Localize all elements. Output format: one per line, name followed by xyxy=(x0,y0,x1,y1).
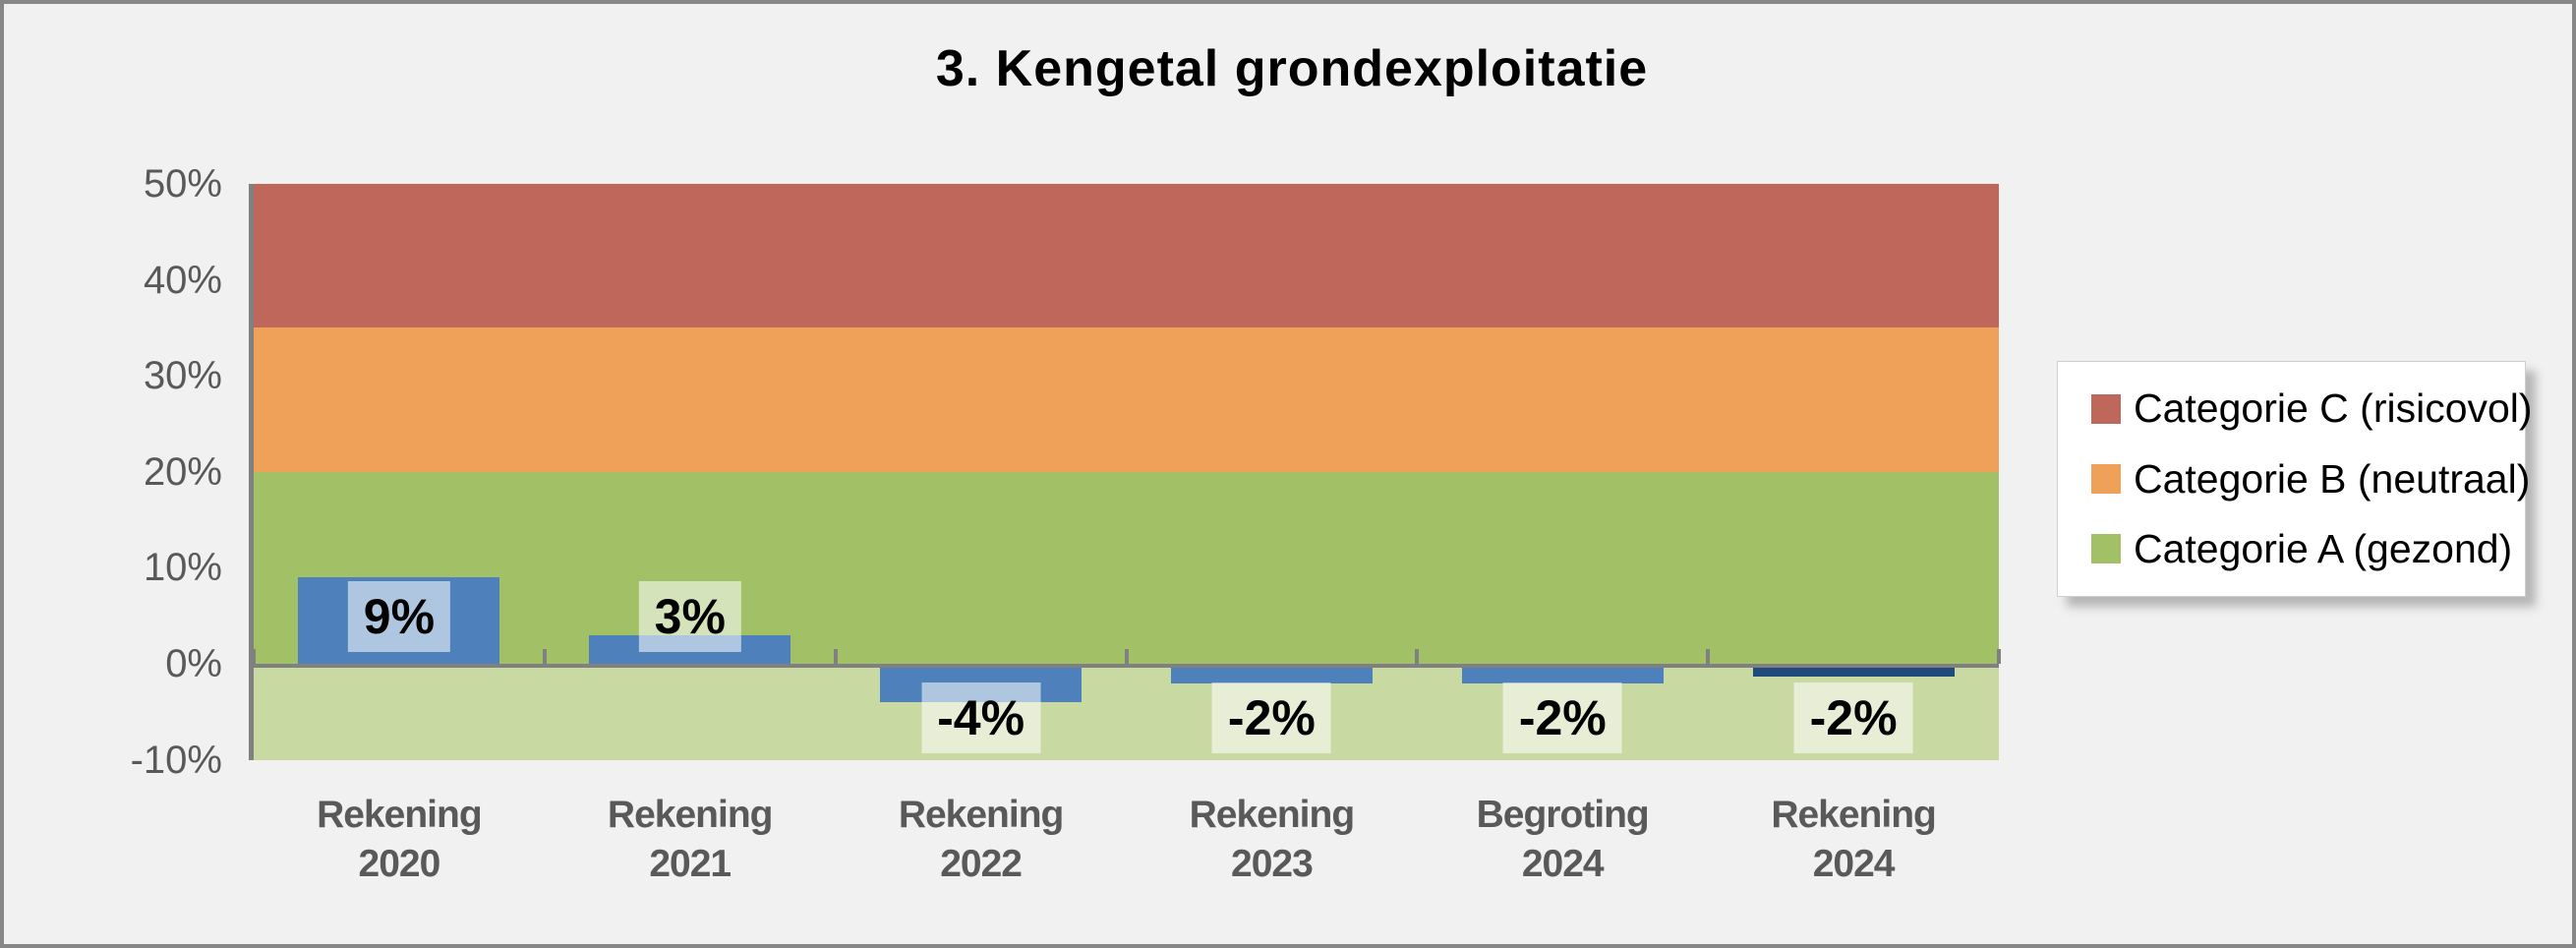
chart-title: 3. Kengetal grondexploitatie xyxy=(935,40,1649,97)
legend-item: Categorie A (gezond) xyxy=(2058,526,2525,572)
band-categorie-a-gezond xyxy=(254,471,1999,664)
x-axis-label-line: Rekening xyxy=(1771,794,1937,836)
bar-value-label: -2% xyxy=(1502,682,1622,753)
y-axis-line xyxy=(249,184,254,760)
legend-item-label: Categorie C (risicovol) xyxy=(2134,385,2533,432)
x-axis-label-line: Rekening xyxy=(317,794,483,836)
x-axis-label-line: 2021 xyxy=(649,843,732,885)
x-axis-label-line: Rekening xyxy=(607,794,774,836)
y-axis-tick-label: -10% xyxy=(130,738,222,782)
x-axis-label-line: 2020 xyxy=(358,843,441,885)
band-below-zero xyxy=(254,664,1999,760)
category-tick xyxy=(1997,649,2001,664)
legend-swatch-icon xyxy=(2091,464,2121,494)
category-tick xyxy=(1706,649,1711,664)
category-tick xyxy=(542,649,547,664)
x-axis-label-line: 2023 xyxy=(1231,843,1314,885)
legend: Categorie C (risicovol) Categorie B (neut… xyxy=(2057,361,2533,597)
band-categorie-b-neutraal xyxy=(254,327,1999,472)
y-axis-tick-label: 20% xyxy=(143,449,222,494)
bar-value-label: -2% xyxy=(1793,682,1913,753)
bar-rekening-2023 xyxy=(1170,664,1373,683)
zero-axis-line xyxy=(249,664,1999,668)
x-axis-label-rekening-2024: Rekening 2024 xyxy=(1708,791,1999,889)
category-tick xyxy=(833,649,838,664)
bar-begroting-2024 xyxy=(1461,664,1664,683)
bar-value-label: 3% xyxy=(638,581,741,652)
legend-item-label: Categorie A (gezond) xyxy=(2134,525,2513,571)
x-axis-label-rekening-2023: Rekening 2023 xyxy=(1127,791,1418,889)
y-axis-tick-label: 0% xyxy=(165,642,222,685)
x-axis-label-line: 2024 xyxy=(1812,843,1896,885)
x-axis-label-line: 2022 xyxy=(940,843,1023,885)
x-axis-label-rekening-2020: Rekening 2020 xyxy=(254,791,545,889)
bar-value-label: 9% xyxy=(347,581,451,652)
legend-item: Categorie C (risicovol) xyxy=(2058,385,2533,432)
y-axis-tick-label: 50% xyxy=(143,162,222,206)
category-tick xyxy=(252,649,256,664)
category-tick xyxy=(1124,649,1129,664)
y-axis-tick-label: 40% xyxy=(143,258,222,302)
legend-swatch-icon xyxy=(2091,393,2121,424)
x-axis-label-line: Begroting xyxy=(1476,794,1650,836)
x-axis-label-line: Rekening xyxy=(898,794,1065,836)
y-axis-tick-label: 10% xyxy=(143,546,222,590)
y-axis-tick-label: 30% xyxy=(143,354,222,398)
category-tick xyxy=(1415,649,1420,664)
x-axis-label-begroting-2024: Begroting 2024 xyxy=(1417,791,1708,889)
legend-item: Categorie B (neutraal) xyxy=(2058,456,2530,503)
band-categorie-c-risicovol xyxy=(254,184,1999,328)
x-axis-label-line: Rekening xyxy=(1189,794,1356,836)
bar-value-label: -2% xyxy=(1211,682,1331,753)
x-axis-label-rekening-2021: Rekening 2021 xyxy=(545,791,836,889)
x-axis-label-line: 2024 xyxy=(1521,843,1605,885)
legend-item-label: Categorie B (neutraal) xyxy=(2134,455,2531,502)
bar-value-label: -4% xyxy=(921,682,1041,753)
x-axis-label-rekening-2022: Rekening 2022 xyxy=(836,791,1127,889)
legend-swatch-icon xyxy=(2091,534,2121,564)
